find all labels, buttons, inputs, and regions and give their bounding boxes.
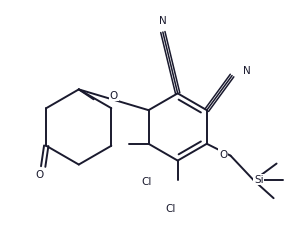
Text: N: N — [243, 65, 251, 75]
Text: Cl: Cl — [166, 203, 176, 213]
Text: O: O — [35, 170, 43, 180]
Text: Cl: Cl — [142, 177, 152, 186]
Text: Si: Si — [254, 175, 264, 185]
Text: N: N — [159, 16, 167, 26]
Text: O: O — [110, 90, 118, 101]
Text: O: O — [219, 149, 227, 159]
